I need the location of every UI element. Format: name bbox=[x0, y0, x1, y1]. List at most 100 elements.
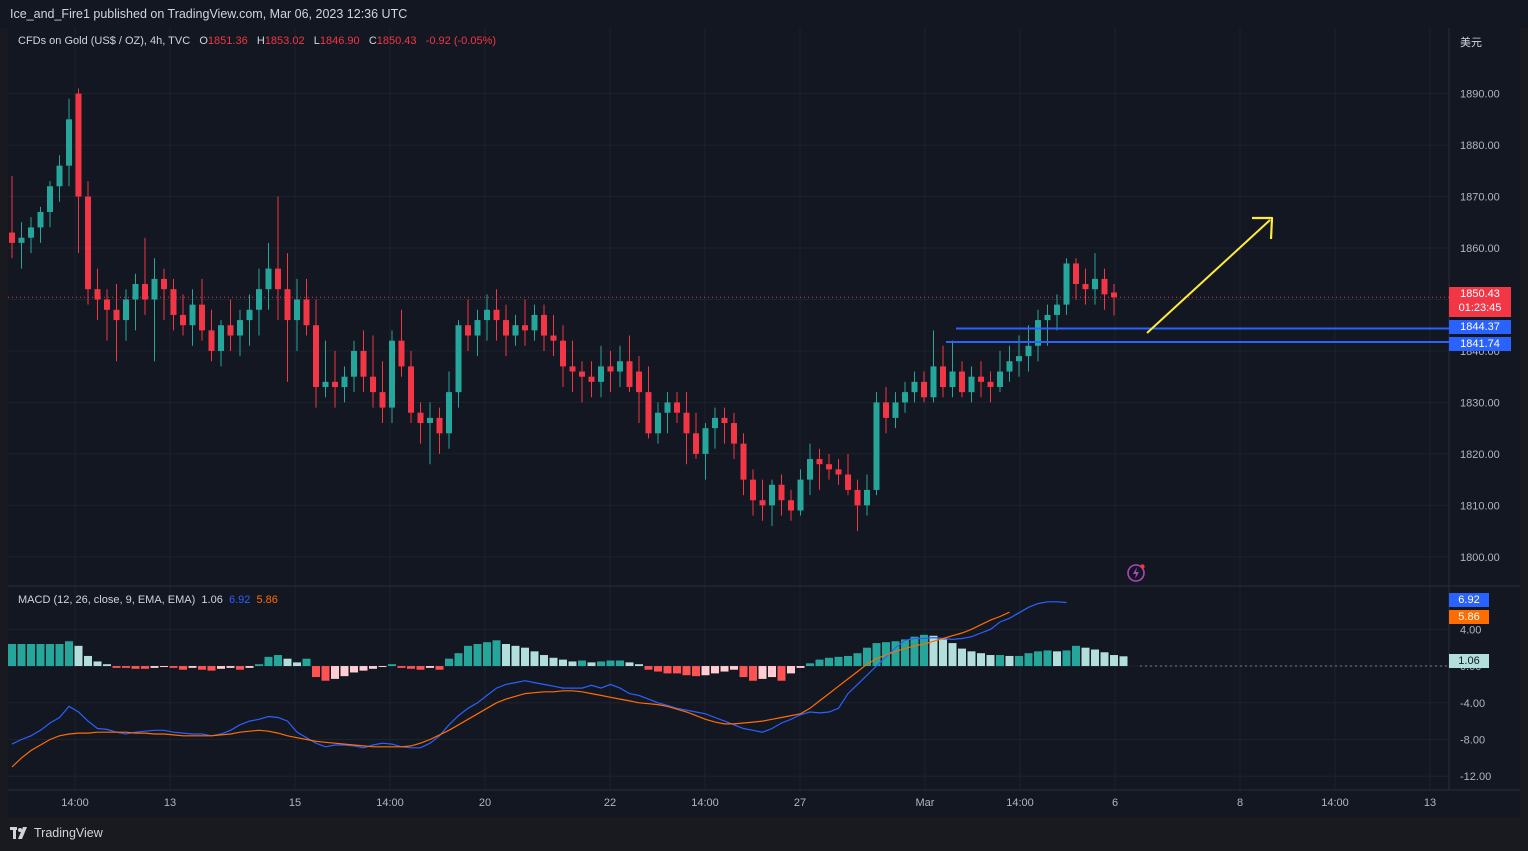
macd-hist-badge: 1.06 bbox=[1449, 654, 1489, 668]
macd-histogram-bar bbox=[84, 655, 92, 667]
macd-histogram-bar bbox=[654, 666, 662, 672]
macd-histogram-bar bbox=[568, 661, 577, 667]
trend-arrow-line bbox=[1146, 219, 1271, 334]
macd-histogram-bar bbox=[777, 666, 786, 681]
candle-body bbox=[560, 340, 566, 367]
macd-histogram-bar bbox=[454, 653, 463, 667]
macd-line bbox=[11, 601, 1067, 749]
macd-tick-label: -12.00 bbox=[1460, 771, 1491, 783]
level-upper-badge: 1844.37 bbox=[1449, 320, 1511, 334]
signal-line bbox=[11, 611, 1010, 768]
candle-body bbox=[75, 93, 82, 197]
symbol-name[interactable]: CFDs on Gold (US$ / OZ), 4h, TVC bbox=[18, 35, 191, 47]
macd-histogram-bar bbox=[606, 660, 615, 667]
lightning-alert-icon[interactable] bbox=[1126, 563, 1146, 583]
macd-histogram-bar bbox=[1043, 650, 1052, 667]
candle-body bbox=[455, 325, 462, 393]
macd-histogram-bar bbox=[207, 666, 216, 671]
time-tick-label: 13 bbox=[1424, 797, 1436, 809]
candle-body bbox=[408, 366, 414, 413]
candle-body bbox=[588, 376, 595, 382]
candle-body bbox=[113, 309, 120, 321]
macd-histogram-bar bbox=[682, 666, 691, 676]
macd-histogram-bar bbox=[1005, 655, 1014, 667]
macd-histogram-bar bbox=[511, 645, 520, 667]
candle-body bbox=[227, 325, 234, 336]
candle-body bbox=[47, 186, 53, 212]
macd-histogram-bar bbox=[397, 666, 406, 668]
macd-histogram-bar bbox=[226, 666, 235, 668]
candle-body bbox=[750, 479, 756, 501]
macd-histogram-bar bbox=[587, 662, 596, 667]
macd-signal-badge: 5.86 bbox=[1449, 610, 1489, 624]
macd-histogram-bar bbox=[150, 666, 159, 668]
time-tick-label: 14:00 bbox=[1321, 797, 1349, 809]
macd-histogram-bar bbox=[901, 639, 909, 667]
candle-body bbox=[636, 371, 642, 393]
macd-signal-value: 5.86 bbox=[256, 594, 278, 606]
macd-histogram-bar bbox=[103, 664, 111, 667]
macd-histogram-bar bbox=[179, 666, 187, 670]
macd-histogram-bar bbox=[331, 666, 339, 679]
macd-histogram-bar bbox=[112, 666, 121, 668]
candle-body bbox=[911, 381, 918, 393]
macd-histogram-bar bbox=[435, 666, 444, 670]
candle-body bbox=[816, 459, 823, 465]
candle-body bbox=[892, 402, 899, 418]
candle-body bbox=[351, 350, 357, 377]
candle-body bbox=[180, 314, 186, 326]
macd-histogram-bar bbox=[758, 666, 767, 679]
macd-histogram-bar bbox=[198, 666, 206, 670]
macd-histogram-bar bbox=[910, 636, 919, 667]
macd-histogram-bar bbox=[872, 643, 881, 667]
candle-body bbox=[161, 278, 167, 290]
macd-title[interactable]: MACD (12, 26, close, 9, EMA, EMA) bbox=[18, 594, 196, 606]
macd-histogram-bar bbox=[169, 666, 178, 668]
macd-histogram-bar bbox=[122, 666, 130, 668]
candle-body bbox=[959, 371, 965, 393]
macd-histogram-bar bbox=[369, 666, 377, 669]
macd-histogram-bar bbox=[549, 657, 558, 667]
candle-body bbox=[788, 500, 794, 511]
candle-body bbox=[493, 309, 500, 321]
macd-histogram-bar bbox=[312, 666, 320, 678]
candle-body bbox=[237, 320, 243, 336]
publisher-text: Ice_and_Fire1 published on TradingView.c… bbox=[10, 7, 408, 21]
price-tick-label: 1810.00 bbox=[1460, 500, 1500, 512]
candle-body bbox=[693, 433, 699, 454]
candle-body bbox=[189, 304, 196, 326]
tradingview-brand[interactable]: TradingView bbox=[10, 826, 103, 840]
currency-label[interactable]: 美元 bbox=[1460, 37, 1482, 49]
candle-body bbox=[275, 268, 281, 290]
macd-histogram-bar bbox=[131, 666, 140, 669]
candle-body bbox=[579, 371, 585, 377]
candle-body bbox=[512, 325, 519, 336]
macd-pane bbox=[8, 601, 1449, 768]
time-tick-label: 22 bbox=[604, 797, 616, 809]
macd-histogram-bar bbox=[483, 642, 491, 667]
candle-body bbox=[930, 366, 937, 398]
tradingview-wordmark: TradingView bbox=[34, 826, 103, 840]
macd-histogram-bar bbox=[264, 656, 273, 667]
chart-area[interactable] bbox=[8, 28, 1520, 817]
price-tick-label: 1800.00 bbox=[1460, 552, 1500, 564]
macd-histogram-bar bbox=[929, 635, 938, 667]
candle-body bbox=[389, 340, 395, 408]
candle-body bbox=[446, 392, 452, 434]
candle-body bbox=[674, 402, 680, 413]
macd-histogram-bar bbox=[74, 645, 83, 667]
low-label: L bbox=[313, 35, 320, 47]
high-value: 1853.02 bbox=[264, 35, 305, 47]
candle-body bbox=[256, 289, 262, 310]
time-tick-label: 14:00 bbox=[691, 797, 719, 809]
candle-body bbox=[664, 402, 671, 413]
candle-body bbox=[854, 489, 861, 506]
candle-body bbox=[284, 289, 291, 321]
macd-histogram-bar bbox=[464, 645, 472, 667]
macd-histogram-bar bbox=[663, 666, 672, 674]
macd-histogram-bar bbox=[958, 648, 966, 667]
candle-body bbox=[1016, 356, 1022, 362]
time-tick-label: 20 bbox=[479, 797, 491, 809]
macd-histogram-bar bbox=[321, 666, 330, 681]
